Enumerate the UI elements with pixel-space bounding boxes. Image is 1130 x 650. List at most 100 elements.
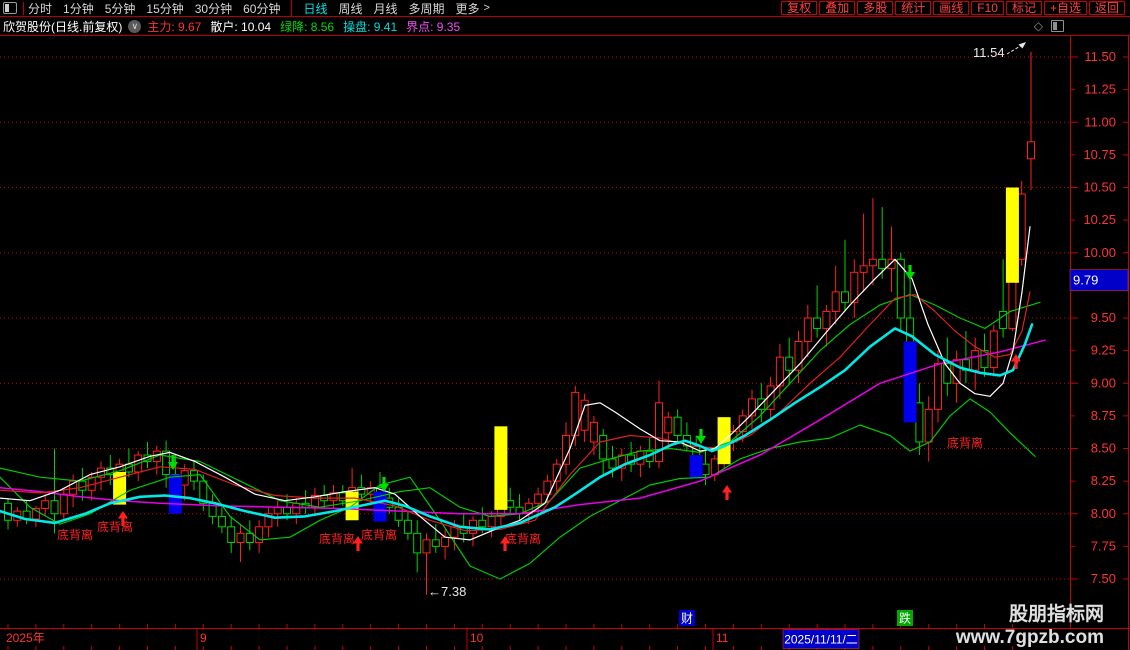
candle-body bbox=[78, 480, 87, 491]
info-bar: 欣贺股份(日线.前复权) ∨ 主力: 9.67 散户: 10.04 绿降: 8.56… bbox=[0, 17, 1130, 36]
candle-body bbox=[785, 356, 794, 371]
candle-body bbox=[915, 402, 924, 443]
y-axis-label: 8.75 bbox=[1091, 408, 1116, 423]
stock-title[interactable]: 欣贺股份(日线.前复权) bbox=[3, 19, 123, 34]
candle-body bbox=[41, 500, 50, 510]
high-pointer-arrowhead bbox=[1018, 42, 1026, 49]
event-badge-label: 财 bbox=[681, 612, 693, 626]
blue-signal-bar bbox=[903, 341, 917, 423]
candle-body bbox=[775, 356, 784, 387]
month-label: 9 bbox=[200, 631, 207, 645]
toolbar-button-7[interactable]: +自选 bbox=[1043, 1, 1087, 15]
period-tab-1[interactable]: 1分钟 bbox=[63, 1, 94, 16]
candle-body bbox=[1027, 141, 1035, 160]
ma-white bbox=[0, 226, 1031, 541]
y-axis-label: 8.25 bbox=[1091, 473, 1116, 488]
candle-body bbox=[934, 363, 942, 410]
candle-body bbox=[794, 340, 803, 371]
y-axis-label: 8.50 bbox=[1091, 441, 1116, 456]
date-tag bbox=[782, 629, 860, 649]
toolbar-button-6[interactable]: 标记 bbox=[1005, 1, 1042, 15]
candle-body bbox=[422, 539, 431, 554]
red-up-arrow bbox=[353, 536, 363, 551]
ma-red bbox=[0, 291, 1031, 532]
candle-body bbox=[441, 536, 450, 547]
event-badge bbox=[679, 610, 695, 626]
divergence-label: 底背离 bbox=[361, 527, 397, 542]
candle-body bbox=[803, 317, 812, 342]
toolbar-button-0[interactable]: 复权 bbox=[781, 1, 818, 15]
y-axis-label: 10.75 bbox=[1083, 147, 1116, 162]
candle-body bbox=[813, 317, 822, 329]
y-axis-label: 8.00 bbox=[1091, 506, 1116, 521]
candle-body bbox=[534, 493, 543, 504]
period-tab-10[interactable]: 更多 bbox=[455, 1, 480, 16]
candle-body bbox=[868, 258, 877, 267]
toolbar-button-8[interactable]: 返回 bbox=[1088, 1, 1125, 15]
high-pointer-line bbox=[1006, 44, 1023, 55]
window-icon[interactable] bbox=[3, 2, 17, 14]
candle-body bbox=[245, 532, 254, 543]
price-tag bbox=[1069, 269, 1129, 291]
green-down-arrow bbox=[168, 455, 178, 470]
indicator-2: 绿降: 8.56 bbox=[280, 19, 335, 34]
candle-body bbox=[478, 519, 487, 528]
period-tab-0[interactable]: 分时 bbox=[28, 1, 53, 16]
chevron-down-icon[interactable]: ∨ bbox=[128, 19, 142, 33]
period-tab-6[interactable]: 日线 bbox=[291, 0, 327, 17]
period-tab-8[interactable]: 月线 bbox=[373, 1, 398, 16]
low-price-label: ←7.38 bbox=[428, 584, 466, 599]
date-tag-value: 2025/11/11/二 bbox=[784, 633, 858, 647]
red-up-arrow bbox=[1011, 354, 1021, 369]
yellow-signal-bar bbox=[1005, 187, 1019, 283]
candle-body bbox=[589, 421, 598, 443]
indicator-1: 散户: 10.04 bbox=[210, 19, 272, 34]
candle-body bbox=[599, 434, 608, 460]
candle-body bbox=[673, 416, 682, 436]
candle-body bbox=[617, 454, 626, 469]
candle-body bbox=[701, 463, 710, 476]
candle-body bbox=[180, 470, 189, 486]
period-tab-5[interactable]: 60分钟 bbox=[243, 1, 281, 16]
candle-body bbox=[999, 310, 1008, 329]
toolbar-button-3[interactable]: 统计 bbox=[895, 1, 932, 15]
toolbar-button-1[interactable]: 叠加 bbox=[819, 1, 856, 15]
period-tab-9[interactable]: 多周期 bbox=[408, 1, 445, 16]
candle-body bbox=[292, 502, 301, 515]
candle-body bbox=[980, 350, 989, 369]
y-axis-label: 11.50 bbox=[1084, 49, 1116, 64]
period-tab-4[interactable]: 30分钟 bbox=[194, 1, 233, 16]
candle-body bbox=[450, 526, 459, 538]
top-toolbar: 分时 1分钟 5分钟 15分钟 30分钟 60分钟 日线 周线 月线 多周期 更多 > 复权 叠加 多股统… bbox=[0, 0, 1130, 17]
diamond-icon[interactable]: ◇ bbox=[1033, 19, 1043, 33]
divergence-label: 底背离 bbox=[57, 527, 93, 542]
blue-signal-bar bbox=[373, 491, 387, 522]
toolbar-button-4[interactable]: 画线 bbox=[933, 1, 970, 15]
period-tab-7[interactable]: 周线 bbox=[338, 1, 363, 16]
y-axis-label: 7.50 bbox=[1091, 571, 1116, 586]
candle-body bbox=[571, 391, 580, 436]
more-arrow-icon[interactable]: > bbox=[483, 2, 490, 14]
candle-body bbox=[394, 506, 403, 521]
candle-body bbox=[431, 539, 440, 547]
period-tab-2[interactable]: 5分钟 bbox=[104, 1, 136, 16]
watermark-line1: 股朋指标网 bbox=[1009, 603, 1104, 625]
toolbar-button-2[interactable]: 多股 bbox=[857, 1, 894, 15]
split-panel-icon[interactable] bbox=[1051, 20, 1064, 32]
indicator-4: 界点: 9.35 bbox=[406, 19, 461, 34]
price-tag-value: 9.79 bbox=[1073, 273, 1098, 288]
month-label: 11 bbox=[716, 631, 729, 645]
month-label: 10 bbox=[470, 631, 484, 645]
candle-body bbox=[748, 398, 756, 417]
candle-body bbox=[283, 506, 291, 515]
period-tab-3[interactable]: 15分钟 bbox=[146, 1, 184, 16]
toolbar-button-5[interactable]: F10 bbox=[971, 1, 1004, 15]
candle-body bbox=[217, 515, 226, 528]
y-axis-label: 11.25 bbox=[1084, 82, 1116, 97]
watermark-line2: www.7gpzb.com bbox=[955, 627, 1104, 648]
candle-body bbox=[859, 265, 868, 273]
candle-body bbox=[31, 508, 40, 520]
ma-magenta bbox=[0, 339, 1046, 515]
y-axis-label: 11.00 bbox=[1084, 114, 1116, 129]
